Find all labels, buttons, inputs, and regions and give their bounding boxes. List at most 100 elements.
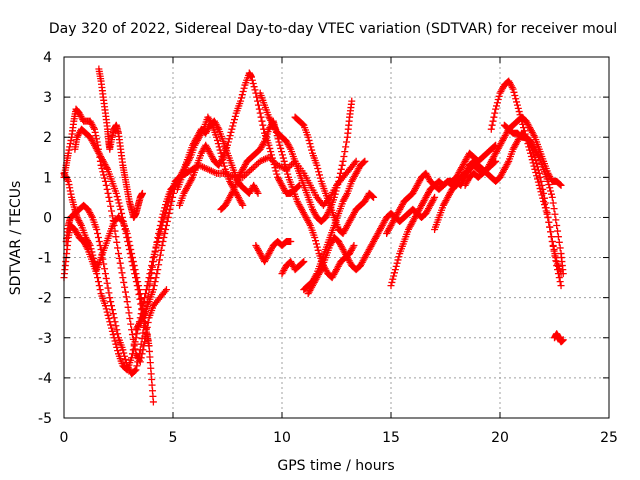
data-point	[343, 138, 351, 146]
data-point	[555, 274, 563, 282]
data-series-7	[173, 113, 247, 209]
data-point	[370, 193, 378, 201]
data-point	[107, 321, 115, 329]
x-tick-label-1: 5	[169, 430, 178, 446]
data-point	[125, 309, 133, 317]
data-point	[392, 262, 400, 270]
data-point	[101, 265, 109, 273]
data-point	[154, 234, 162, 241]
data-point	[495, 92, 503, 100]
data-point	[85, 240, 93, 248]
data-point	[137, 300, 145, 308]
data-point	[390, 269, 398, 277]
data-point	[268, 151, 276, 159]
data-point	[101, 270, 109, 278]
data-point	[120, 221, 128, 229]
data-point	[141, 322, 149, 330]
data-point	[231, 112, 239, 120]
data-point	[336, 169, 344, 177]
data-point	[121, 288, 129, 296]
x-tick-label-3: 15	[382, 430, 400, 446]
data-point	[108, 207, 116, 215]
data-point	[116, 259, 124, 267]
data-point	[166, 205, 174, 213]
data-point	[158, 242, 166, 250]
data-point	[258, 117, 266, 125]
data-point	[135, 354, 143, 362]
data-point	[169, 189, 177, 197]
data-point	[242, 170, 250, 178]
data-point	[164, 213, 172, 221]
data-point	[514, 104, 522, 112]
x-axis-title: GPS time / hours	[277, 458, 394, 474]
data-point	[251, 86, 259, 94]
data-point	[162, 201, 170, 209]
data-point	[253, 160, 261, 168]
data-point	[276, 141, 284, 149]
data-point	[108, 327, 116, 335]
data-point	[127, 254, 135, 262]
data-point	[229, 122, 237, 130]
data-point	[119, 346, 127, 354]
data-point	[104, 189, 112, 197]
data-point	[132, 278, 140, 286]
data-point	[515, 108, 523, 116]
data-point	[391, 266, 399, 274]
data-point	[256, 109, 264, 117]
data-point	[530, 132, 538, 140]
data-point	[220, 162, 228, 170]
data-series-13	[291, 113, 378, 237]
y-tick-label-9: 4	[43, 50, 52, 66]
data-point	[90, 254, 98, 262]
data-point	[95, 238, 103, 246]
data-point	[512, 95, 520, 103]
data-point	[281, 160, 289, 168]
data-point	[430, 195, 438, 203]
data-point	[549, 199, 557, 207]
data-point	[284, 170, 292, 178]
data-point	[101, 177, 109, 185]
data-point	[66, 187, 74, 195]
data-point	[545, 218, 553, 226]
y-tick-label-8: 3	[43, 90, 52, 106]
data-point	[91, 125, 99, 133]
data-point	[547, 190, 555, 198]
data-point	[64, 177, 72, 185]
data-point	[66, 184, 74, 192]
data-point	[341, 148, 349, 156]
data-point	[238, 91, 246, 99]
data-point	[537, 188, 545, 196]
data-point	[115, 199, 123, 207]
data-point	[547, 228, 555, 236]
data-point	[153, 238, 161, 246]
y-tick-label-5: 0	[43, 210, 52, 226]
data-points	[60, 65, 567, 406]
data-point	[155, 261, 163, 269]
data-point	[510, 88, 518, 96]
data-point	[115, 250, 122, 258]
data-point	[534, 178, 542, 186]
data-point	[215, 143, 223, 151]
data-point	[186, 155, 194, 163]
data-point	[94, 229, 102, 237]
data-point	[238, 200, 246, 208]
data-point	[106, 294, 114, 302]
data-point	[282, 164, 290, 172]
data-point	[118, 209, 126, 217]
y-tick-label-3: -2	[38, 291, 52, 307]
data-point	[108, 324, 116, 332]
data-point	[94, 278, 102, 286]
y-tick-label-7: 2	[43, 130, 52, 146]
data-point	[313, 161, 321, 169]
data-series-4	[95, 65, 146, 221]
data-point	[124, 238, 132, 246]
data-point	[333, 184, 341, 192]
data-point	[277, 144, 285, 152]
data-point	[306, 140, 314, 148]
data-point	[532, 169, 540, 177]
data-point	[147, 274, 155, 282]
data-point	[316, 174, 324, 182]
data-point	[112, 233, 120, 241]
data-point	[253, 93, 261, 101]
